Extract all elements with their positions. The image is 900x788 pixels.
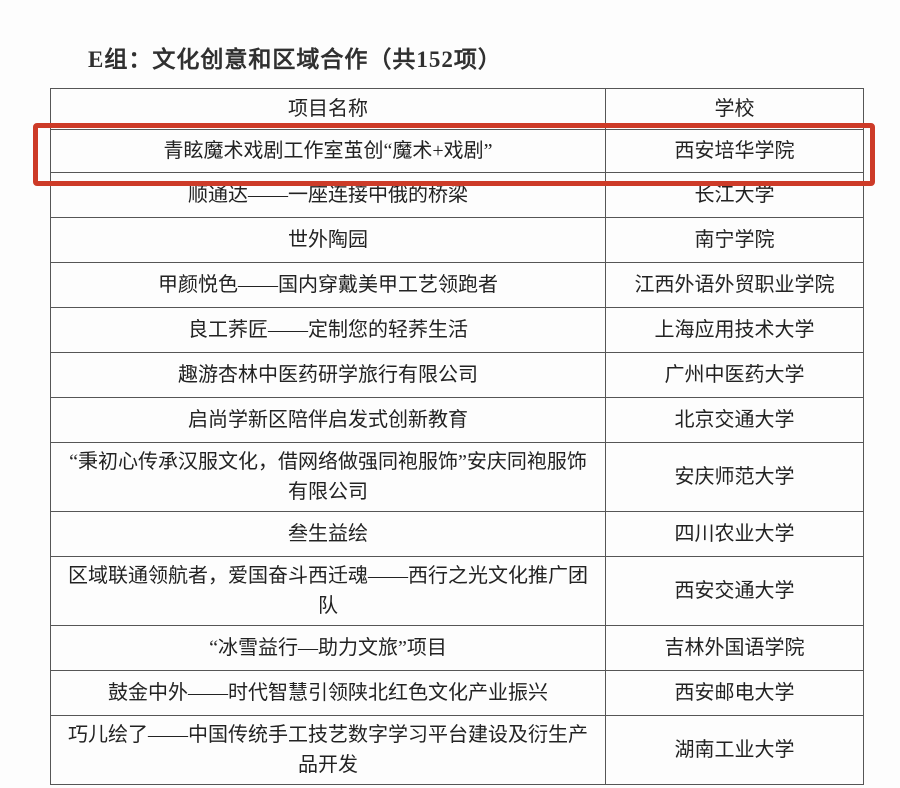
school-cell: 长江大学 xyxy=(605,172,864,218)
table-row: 启尚学新区陪伴启发式创新教育 北京交通大学 xyxy=(50,397,864,443)
school-cell: 安庆师范大学 xyxy=(605,442,864,512)
table-header-row: 项目名称 学校 xyxy=(50,88,864,130)
table-row: “冰雪益行—助力文旅”项目 吉林外国语学院 xyxy=(50,625,864,671)
school-cell: 西安培华学院 xyxy=(605,129,864,173)
project-name-cell: 区域联通领航者，爱国奋斗西迁魂——西行之光文化推广团队 xyxy=(50,556,606,626)
table-body: 青眩魔术戏剧工作室茧创“魔术+戏剧” 西安培华学院 顺通达——一座连接中俄的桥梁 长江… xyxy=(50,129,864,785)
school-cell: 江西外语外贸职业学院 xyxy=(605,262,864,308)
table-row: 甲颜悦色——国内穿戴美甲工艺领跑者 江西外语外贸职业学院 xyxy=(50,262,864,308)
project-name-cell: 良工荞匠——定制您的轻荞生活 xyxy=(50,307,606,353)
project-name-cell: 顺通达——一座连接中俄的桥梁 xyxy=(50,172,606,218)
project-name-cell: 巧儿绘了——中国传统手工技艺数字学习平台建设及衍生产品开发 xyxy=(50,715,606,785)
projects-table: 项目名称 学校 青眩魔术戏剧工作室茧创“魔术+戏剧” 西安培华学院 顺通达——一座连… xyxy=(50,88,864,785)
school-cell: 四川农业大学 xyxy=(605,511,864,557)
school-cell: 上海应用技术大学 xyxy=(605,307,864,353)
school-cell: 吉林外国语学院 xyxy=(605,625,864,671)
header-project-name: 项目名称 xyxy=(50,88,606,130)
project-name-cell: 启尚学新区陪伴启发式创新教育 xyxy=(50,397,606,443)
table-row: 鼓金中外——时代智慧引领陕北红色文化产业振兴 西安邮电大学 xyxy=(50,670,864,716)
table-row: 趣游杏林中医药研学旅行有限公司 广州中医药大学 xyxy=(50,352,864,398)
school-cell: 西安交通大学 xyxy=(605,556,864,626)
table-row: 良工荞匠——定制您的轻荞生活 上海应用技术大学 xyxy=(50,307,864,353)
table-row: “秉初心传承汉服文化，借网络做强同袍服饰”安庆同袍服饰有限公司 安庆师范大学 xyxy=(50,442,864,512)
project-name-cell: 世外陶园 xyxy=(50,217,606,263)
school-cell: 湖南工业大学 xyxy=(605,715,864,785)
project-name-cell: 鼓金中外——时代智慧引领陕北红色文化产业振兴 xyxy=(50,670,606,716)
header-school: 学校 xyxy=(605,88,864,130)
table-row: 青眩魔术戏剧工作室茧创“魔术+戏剧” 西安培华学院 xyxy=(50,129,864,173)
table-row: 巧儿绘了——中国传统手工技艺数字学习平台建设及衍生产品开发 湖南工业大学 xyxy=(50,715,864,785)
project-name-cell: “冰雪益行—助力文旅”项目 xyxy=(50,625,606,671)
table-row: 叁生益绘 四川农业大学 xyxy=(50,511,864,557)
projects-table-wrap: 项目名称 学校 青眩魔术戏剧工作室茧创“魔术+戏剧” 西安培华学院 顺通达——一座连… xyxy=(33,88,875,785)
project-name-cell: 趣游杏林中医药研学旅行有限公司 xyxy=(50,352,606,398)
project-name-cell: 甲颜悦色——国内穿戴美甲工艺领跑者 xyxy=(50,262,606,308)
project-name-cell: “秉初心传承汉服文化，借网络做强同袍服饰”安庆同袍服饰有限公司 xyxy=(50,442,606,512)
project-name-cell: 叁生益绘 xyxy=(50,511,606,557)
school-cell: 南宁学院 xyxy=(605,217,864,263)
school-cell: 北京交通大学 xyxy=(605,397,864,443)
school-cell: 西安邮电大学 xyxy=(605,670,864,716)
school-cell: 广州中医药大学 xyxy=(605,352,864,398)
table-row: 世外陶园 南宁学院 xyxy=(50,217,864,263)
table-row: 顺通达——一座连接中俄的桥梁 长江大学 xyxy=(50,172,864,218)
table-row: 区域联通领航者，爱国奋斗西迁魂——西行之光文化推广团队 西安交通大学 xyxy=(50,556,864,626)
page-title: E组：文化创意和区域合作（共152项） xyxy=(88,47,502,72)
project-name-cell: 青眩魔术戏剧工作室茧创“魔术+戏剧” xyxy=(50,129,606,173)
